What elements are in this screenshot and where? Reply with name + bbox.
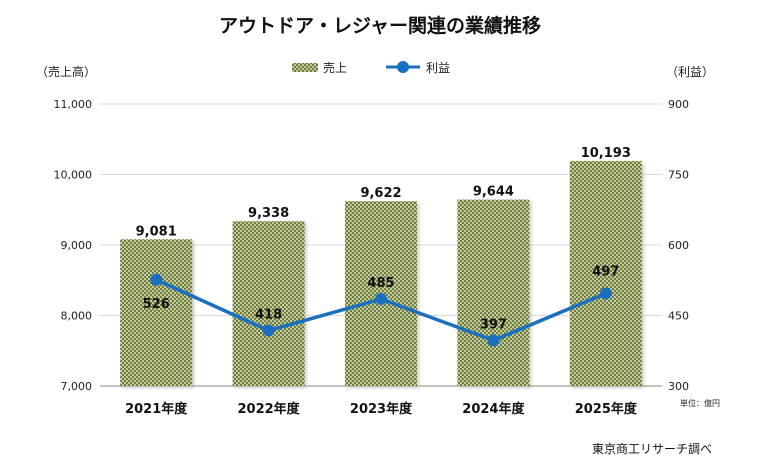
x-axis-labels: 2021年度 2022年度 2023年度 2024年度 2025年度 [125, 401, 638, 417]
y-tick-label: 7,000 [61, 380, 93, 393]
legend-label-sales: 売上 [323, 60, 347, 75]
profit-value-label: 418 [255, 308, 282, 323]
sales-value-label: 9,644 [473, 185, 514, 200]
unit-note: 単位：億円 [680, 398, 720, 408]
chart-title: アウトドア・レジャー関連の業績推移 [219, 14, 541, 37]
sales-bar [457, 199, 530, 386]
profit-point [262, 324, 275, 337]
x-category-label: 2022年度 [238, 401, 301, 417]
sales-value-label: 9,622 [360, 186, 401, 201]
profit-line [150, 273, 612, 347]
y2-axis-unit-label: （利益） [666, 65, 714, 79]
y2-tick-label: 900 [668, 98, 689, 111]
profit-value-label: 397 [480, 317, 507, 332]
y-tick-label: 11,000 [54, 98, 93, 111]
sales-bar [232, 221, 305, 386]
y2-axis-ticks: 300 450 600 750 900 [668, 98, 689, 393]
y2-tick-label: 750 [668, 169, 689, 182]
profit-point [375, 293, 387, 306]
y2-tick-label: 300 [668, 380, 689, 393]
source-note: 東京商工リサーチ調べ [592, 441, 712, 456]
profit-point [487, 334, 500, 347]
profit-point [150, 273, 163, 286]
profit-value-label: 526 [143, 297, 170, 312]
y2-tick-label: 450 [668, 310, 689, 323]
x-category-label: 2024年度 [462, 401, 525, 417]
sales-bar [120, 239, 193, 386]
x-category-label: 2023年度 [350, 401, 413, 417]
legend: 売上 利益 [292, 60, 450, 75]
legend-label-profit: 利益 [426, 61, 450, 75]
profit-labels: 526 418 485 397 497 [143, 264, 620, 332]
y-tick-label: 9,000 [61, 239, 93, 252]
y-tick-label: 10,000 [54, 169, 93, 182]
sales-value-label: 9,081 [136, 224, 177, 239]
x-category-label: 2021年度 [125, 401, 188, 417]
legend-marker-profit [397, 61, 409, 73]
y2-tick-label: 600 [668, 239, 689, 252]
legend-swatch-sales [292, 63, 318, 72]
profit-value-label: 485 [367, 276, 394, 291]
x-category-label: 2025年度 [575, 401, 638, 417]
sales-value-label: 10,193 [581, 146, 631, 161]
sales-value-label: 9,338 [248, 206, 289, 221]
profit-point [599, 287, 612, 300]
y-tick-label: 8,000 [61, 310, 93, 323]
sales-bar [569, 160, 642, 386]
y-axis-unit-label: （売上高） [36, 64, 96, 79]
y-axis-ticks: 7,000 8,000 9,000 10,000 11,000 [54, 98, 93, 393]
sales-labels: 9,081 9,338 9,622 9,644 10,193 [136, 146, 631, 239]
profit-value-label: 497 [592, 264, 619, 279]
